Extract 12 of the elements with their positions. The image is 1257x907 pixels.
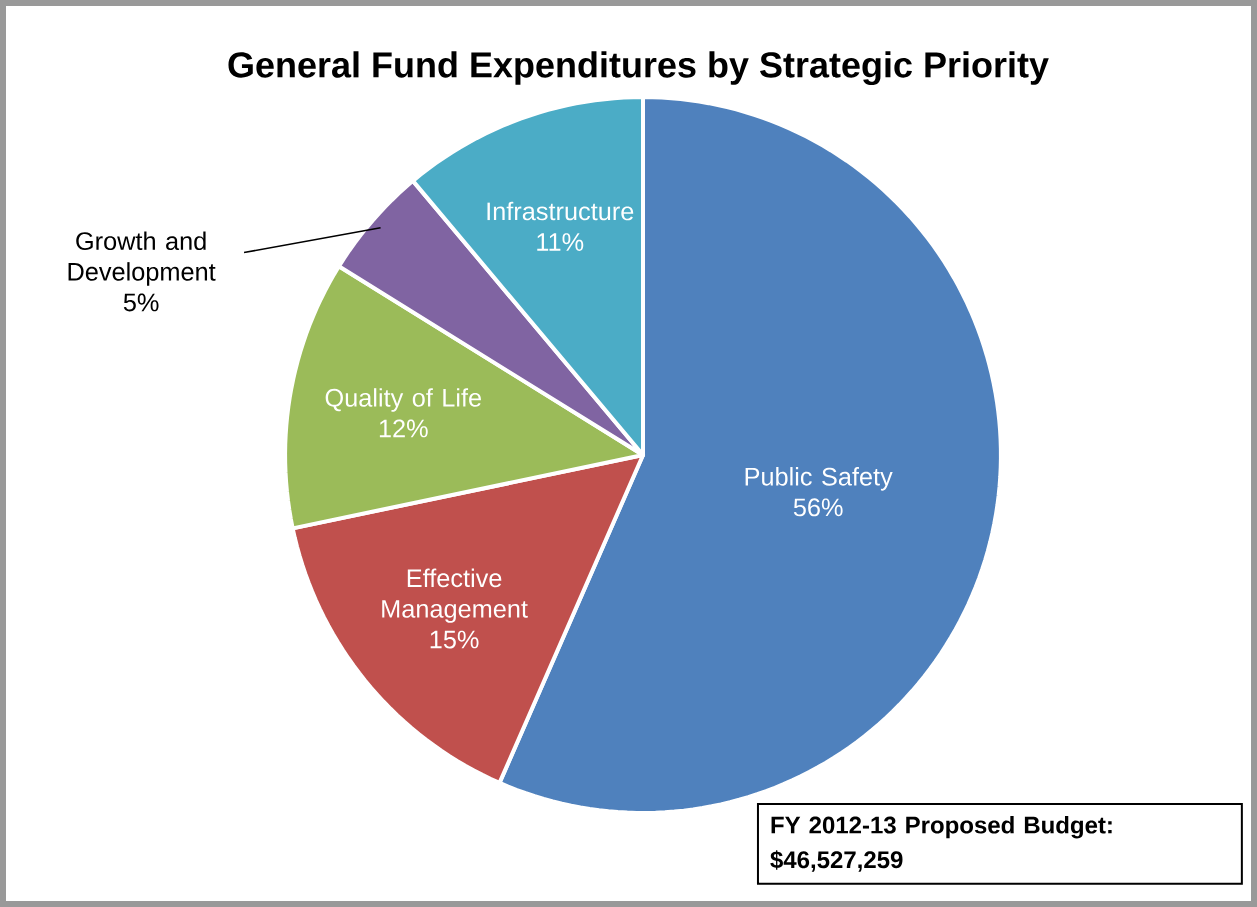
data-label: 12% xyxy=(379,419,428,438)
data-label: 15% xyxy=(430,630,479,649)
data-label: 11% xyxy=(537,233,584,251)
slice-label: Public Safety xyxy=(745,467,893,491)
data-label: 5% xyxy=(123,293,159,312)
slice-label: Infrastructure xyxy=(487,201,634,221)
chart-title: General Fund Expenditures by Strategic Priority xyxy=(228,51,1049,85)
slice-label: Growth and Development xyxy=(68,231,216,286)
text: FY 2012-13 Proposed Budget: $46,527,259 xyxy=(770,815,1112,872)
slice-label: Quality of Life xyxy=(325,388,481,412)
data-label: 56% xyxy=(793,498,843,517)
slice-label: Effective Management xyxy=(382,568,528,623)
